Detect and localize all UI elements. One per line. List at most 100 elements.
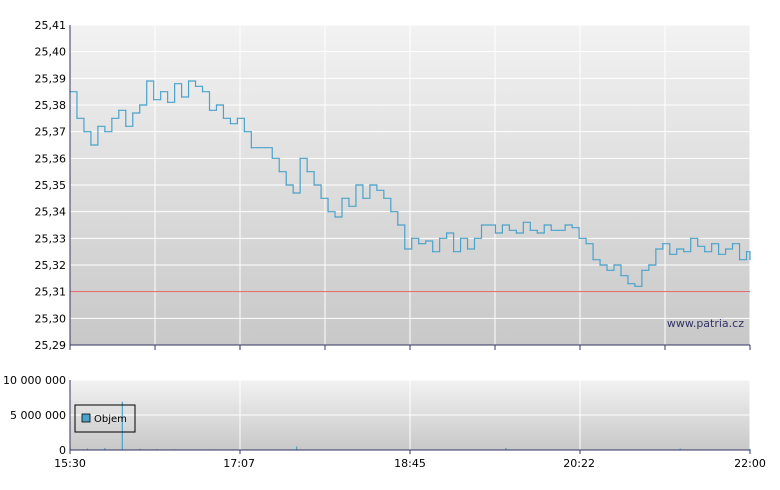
price-point: [459, 237, 462, 239]
price-point: [627, 283, 629, 285]
price-point: [174, 83, 176, 85]
price-point: [425, 240, 427, 242]
price-point: [271, 157, 273, 159]
price-y-tick-label: 25,35: [35, 179, 67, 192]
price-point: [655, 248, 657, 250]
price-point: [167, 101, 169, 103]
price-y-tick-label: 25,32: [35, 259, 67, 272]
x-tick-label: 15:30: [54, 457, 86, 470]
price-point: [397, 224, 399, 226]
volume-panel: 0 5 000 000 10 000 000 15:30 17:07 18:45 20:22…: [3, 374, 766, 470]
price-y-tick-label: 25,36: [35, 152, 67, 165]
price-y-tick-label: 25,34: [35, 206, 67, 219]
price-point: [466, 248, 469, 250]
price-point: [620, 275, 622, 277]
price-point: [690, 237, 692, 239]
price-point: [194, 85, 197, 87]
price-point: [683, 251, 685, 253]
price-point: [676, 248, 678, 250]
legend-swatch: [81, 413, 91, 423]
price-y-tick-label: 25,33: [35, 232, 67, 245]
price-point: [90, 144, 92, 146]
legend-label: Objem: [94, 414, 127, 425]
price-point: [390, 211, 392, 213]
price-point: [383, 197, 385, 199]
x-tick-label: 17:07: [223, 457, 255, 470]
price-point: [208, 109, 211, 111]
price-point: [278, 171, 280, 173]
price-point: [613, 264, 615, 266]
price-point: [334, 216, 336, 218]
price-point: [446, 232, 448, 234]
price-point: [306, 171, 308, 173]
price-point: [585, 243, 587, 245]
price-point: [508, 229, 510, 231]
price-point: [160, 91, 162, 93]
price-point: [501, 224, 504, 226]
volume-bar: [104, 447, 106, 450]
price-point: [669, 253, 671, 255]
price-point: [571, 227, 573, 229]
volume-y-tick-label: 0: [59, 444, 66, 457]
price-point: [648, 264, 650, 266]
x-tick-label: 18:45: [394, 457, 426, 470]
price-point: [250, 147, 252, 149]
price-point: [536, 232, 538, 234]
price-point: [487, 224, 490, 226]
price-point: [257, 147, 259, 149]
price-point: [125, 125, 127, 127]
price-point: [285, 184, 287, 186]
price-point: [153, 99, 155, 101]
x-tick-label: 20:22: [563, 457, 595, 470]
volume-bar: [505, 447, 507, 450]
price-point: [738, 259, 741, 261]
price-point: [418, 243, 420, 245]
price-point: [201, 91, 204, 93]
price-point: [139, 104, 141, 106]
price-point: [355, 184, 357, 186]
price-y-tick-label: 25,29: [35, 339, 67, 352]
price-point: [473, 237, 476, 239]
price-point: [243, 131, 245, 133]
price-point: [76, 117, 78, 119]
price-point: [146, 80, 148, 82]
price-point: [376, 189, 378, 191]
price-point: [522, 221, 524, 223]
price-point: [229, 123, 232, 125]
price-point: [236, 117, 238, 119]
price-point: [83, 131, 85, 133]
price-point: [494, 232, 497, 234]
price-point: [697, 245, 699, 247]
price-y-tick-label: 25,31: [35, 286, 67, 299]
price-point: [599, 264, 601, 266]
price-point: [724, 248, 727, 250]
price-point: [299, 157, 301, 159]
price-point: [711, 243, 713, 245]
volume-legend: Objem: [74, 404, 136, 433]
price-y-tick-label: 25,37: [35, 126, 67, 139]
price-point: [641, 269, 643, 271]
price-point: [341, 197, 343, 199]
price-point: [592, 259, 594, 261]
price-y-tick-label: 25,40: [35, 46, 67, 59]
price-point: [529, 229, 531, 231]
volume-bar: [296, 446, 298, 450]
price-point: [564, 224, 566, 226]
price-point: [411, 237, 413, 239]
volume-bar: [86, 448, 89, 450]
price-point: [118, 109, 120, 111]
volume-y-tick-label: 5 000 000: [10, 409, 66, 422]
price-point: [222, 117, 225, 119]
volume-bar: [679, 448, 681, 450]
price-point: [515, 232, 517, 234]
price-point: [432, 251, 434, 253]
price-point: [439, 237, 441, 239]
volume-bar: [121, 401, 123, 450]
price-y-tick-label: 25,39: [35, 72, 67, 85]
x-tick-label: 22:00: [734, 457, 766, 470]
price-point: [369, 184, 371, 186]
volume-bar: [139, 448, 141, 450]
price-point: [292, 192, 294, 194]
price-point: [550, 229, 552, 231]
